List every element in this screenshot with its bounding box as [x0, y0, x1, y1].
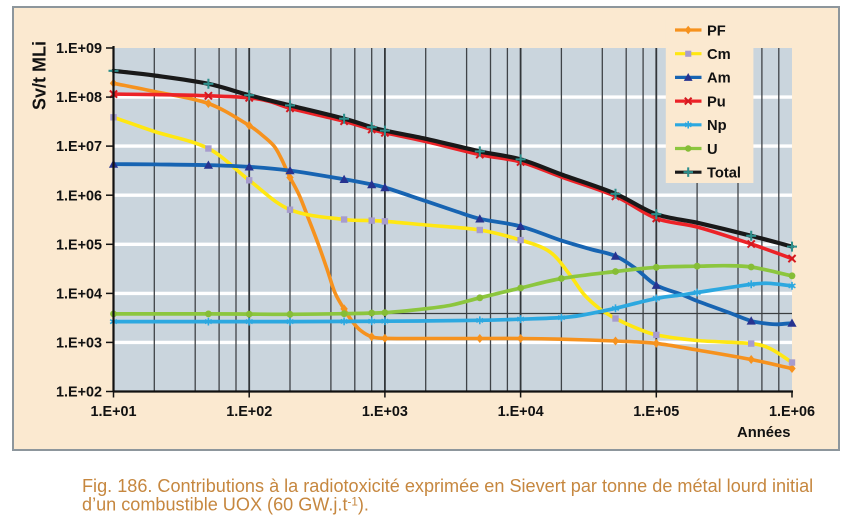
svg-text:1.E+03: 1.E+03 — [56, 336, 102, 352]
svg-text:1.E+03: 1.E+03 — [362, 404, 408, 420]
svg-text:1.E+05: 1.E+05 — [56, 237, 102, 253]
svg-text:1.E+06: 1.E+06 — [769, 404, 815, 420]
svg-text:1.E+02: 1.E+02 — [226, 404, 272, 420]
svg-text:d’un combustible UOX (60 GW.j.: d’un combustible UOX (60 GW.j.t-1). — [82, 495, 369, 515]
svg-text:1.E+01: 1.E+01 — [90, 404, 136, 420]
svg-text:1.E+02: 1.E+02 — [56, 385, 102, 401]
svg-text:PF: PF — [707, 23, 726, 39]
svg-text:1.E+09: 1.E+09 — [56, 41, 102, 57]
svg-text:1.E+06: 1.E+06 — [56, 188, 102, 204]
svg-text:Fig. 186. Contributions à la r: Fig. 186. Contributions à la radiotoxici… — [82, 476, 813, 496]
svg-text:Am: Am — [707, 71, 731, 87]
svg-text:1.E+04: 1.E+04 — [56, 287, 102, 303]
svg-text:1.E+05: 1.E+05 — [633, 404, 679, 420]
svg-text:Cm: Cm — [707, 47, 731, 63]
svg-text:1.E+08: 1.E+08 — [56, 90, 102, 106]
svg-text:Pu: Pu — [707, 94, 726, 110]
svg-text:Sv/t MLi: Sv/t MLi — [30, 41, 50, 110]
svg-text:Np: Np — [707, 118, 727, 134]
svg-text:1.E+07: 1.E+07 — [56, 139, 102, 155]
svg-text:Total: Total — [707, 166, 741, 182]
svg-text:Années: Années — [737, 425, 790, 441]
svg-text:1.E+04: 1.E+04 — [498, 404, 544, 420]
svg-text:U: U — [707, 142, 718, 158]
